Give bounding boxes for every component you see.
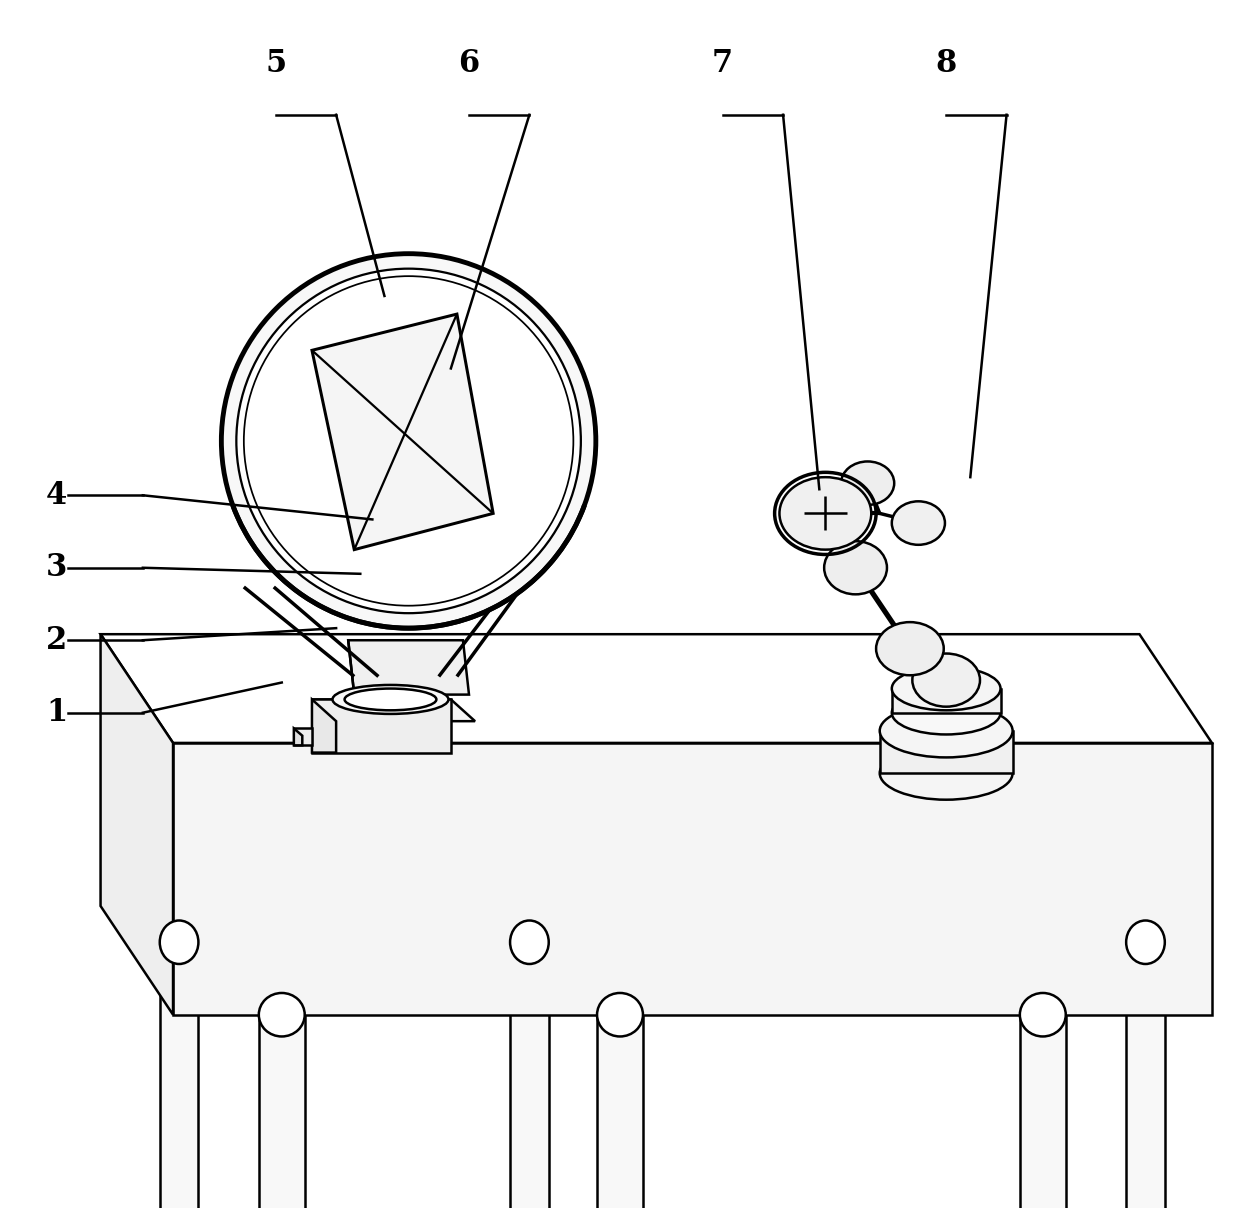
Ellipse shape <box>244 277 573 605</box>
Ellipse shape <box>259 993 305 1036</box>
Text: 5: 5 <box>265 47 286 79</box>
Polygon shape <box>1126 942 1164 1208</box>
Text: 8: 8 <box>935 47 957 79</box>
Polygon shape <box>312 314 494 550</box>
Text: 6: 6 <box>459 47 480 79</box>
Ellipse shape <box>596 993 644 1036</box>
Ellipse shape <box>877 622 944 675</box>
Ellipse shape <box>825 541 887 594</box>
Polygon shape <box>892 689 1001 713</box>
Polygon shape <box>1019 1015 1065 1208</box>
Polygon shape <box>160 942 198 1208</box>
Polygon shape <box>259 1015 305 1208</box>
Text: 3: 3 <box>46 552 67 583</box>
Ellipse shape <box>780 477 872 550</box>
Polygon shape <box>100 634 1211 743</box>
Text: 4: 4 <box>46 480 67 511</box>
Ellipse shape <box>510 920 549 964</box>
Ellipse shape <box>879 704 1013 757</box>
Text: 1: 1 <box>46 697 67 728</box>
Polygon shape <box>312 699 336 753</box>
Polygon shape <box>348 640 469 695</box>
Ellipse shape <box>345 689 436 710</box>
Polygon shape <box>312 699 451 753</box>
Ellipse shape <box>1019 993 1065 1036</box>
Ellipse shape <box>160 920 198 964</box>
Ellipse shape <box>892 501 945 545</box>
Ellipse shape <box>879 747 1013 800</box>
Polygon shape <box>294 728 312 745</box>
Ellipse shape <box>1126 920 1164 964</box>
Ellipse shape <box>892 691 1001 734</box>
Ellipse shape <box>332 685 449 714</box>
Ellipse shape <box>913 654 980 707</box>
Ellipse shape <box>222 254 596 628</box>
Polygon shape <box>312 699 475 721</box>
Ellipse shape <box>892 667 1001 710</box>
Polygon shape <box>879 731 1013 773</box>
Text: 7: 7 <box>712 47 733 79</box>
Polygon shape <box>510 942 549 1208</box>
Polygon shape <box>596 1015 644 1208</box>
Ellipse shape <box>237 268 580 614</box>
Text: 2: 2 <box>46 625 67 656</box>
Ellipse shape <box>791 487 859 540</box>
Polygon shape <box>100 634 174 1015</box>
Polygon shape <box>174 743 1211 1015</box>
Polygon shape <box>294 728 303 745</box>
Ellipse shape <box>841 461 894 505</box>
